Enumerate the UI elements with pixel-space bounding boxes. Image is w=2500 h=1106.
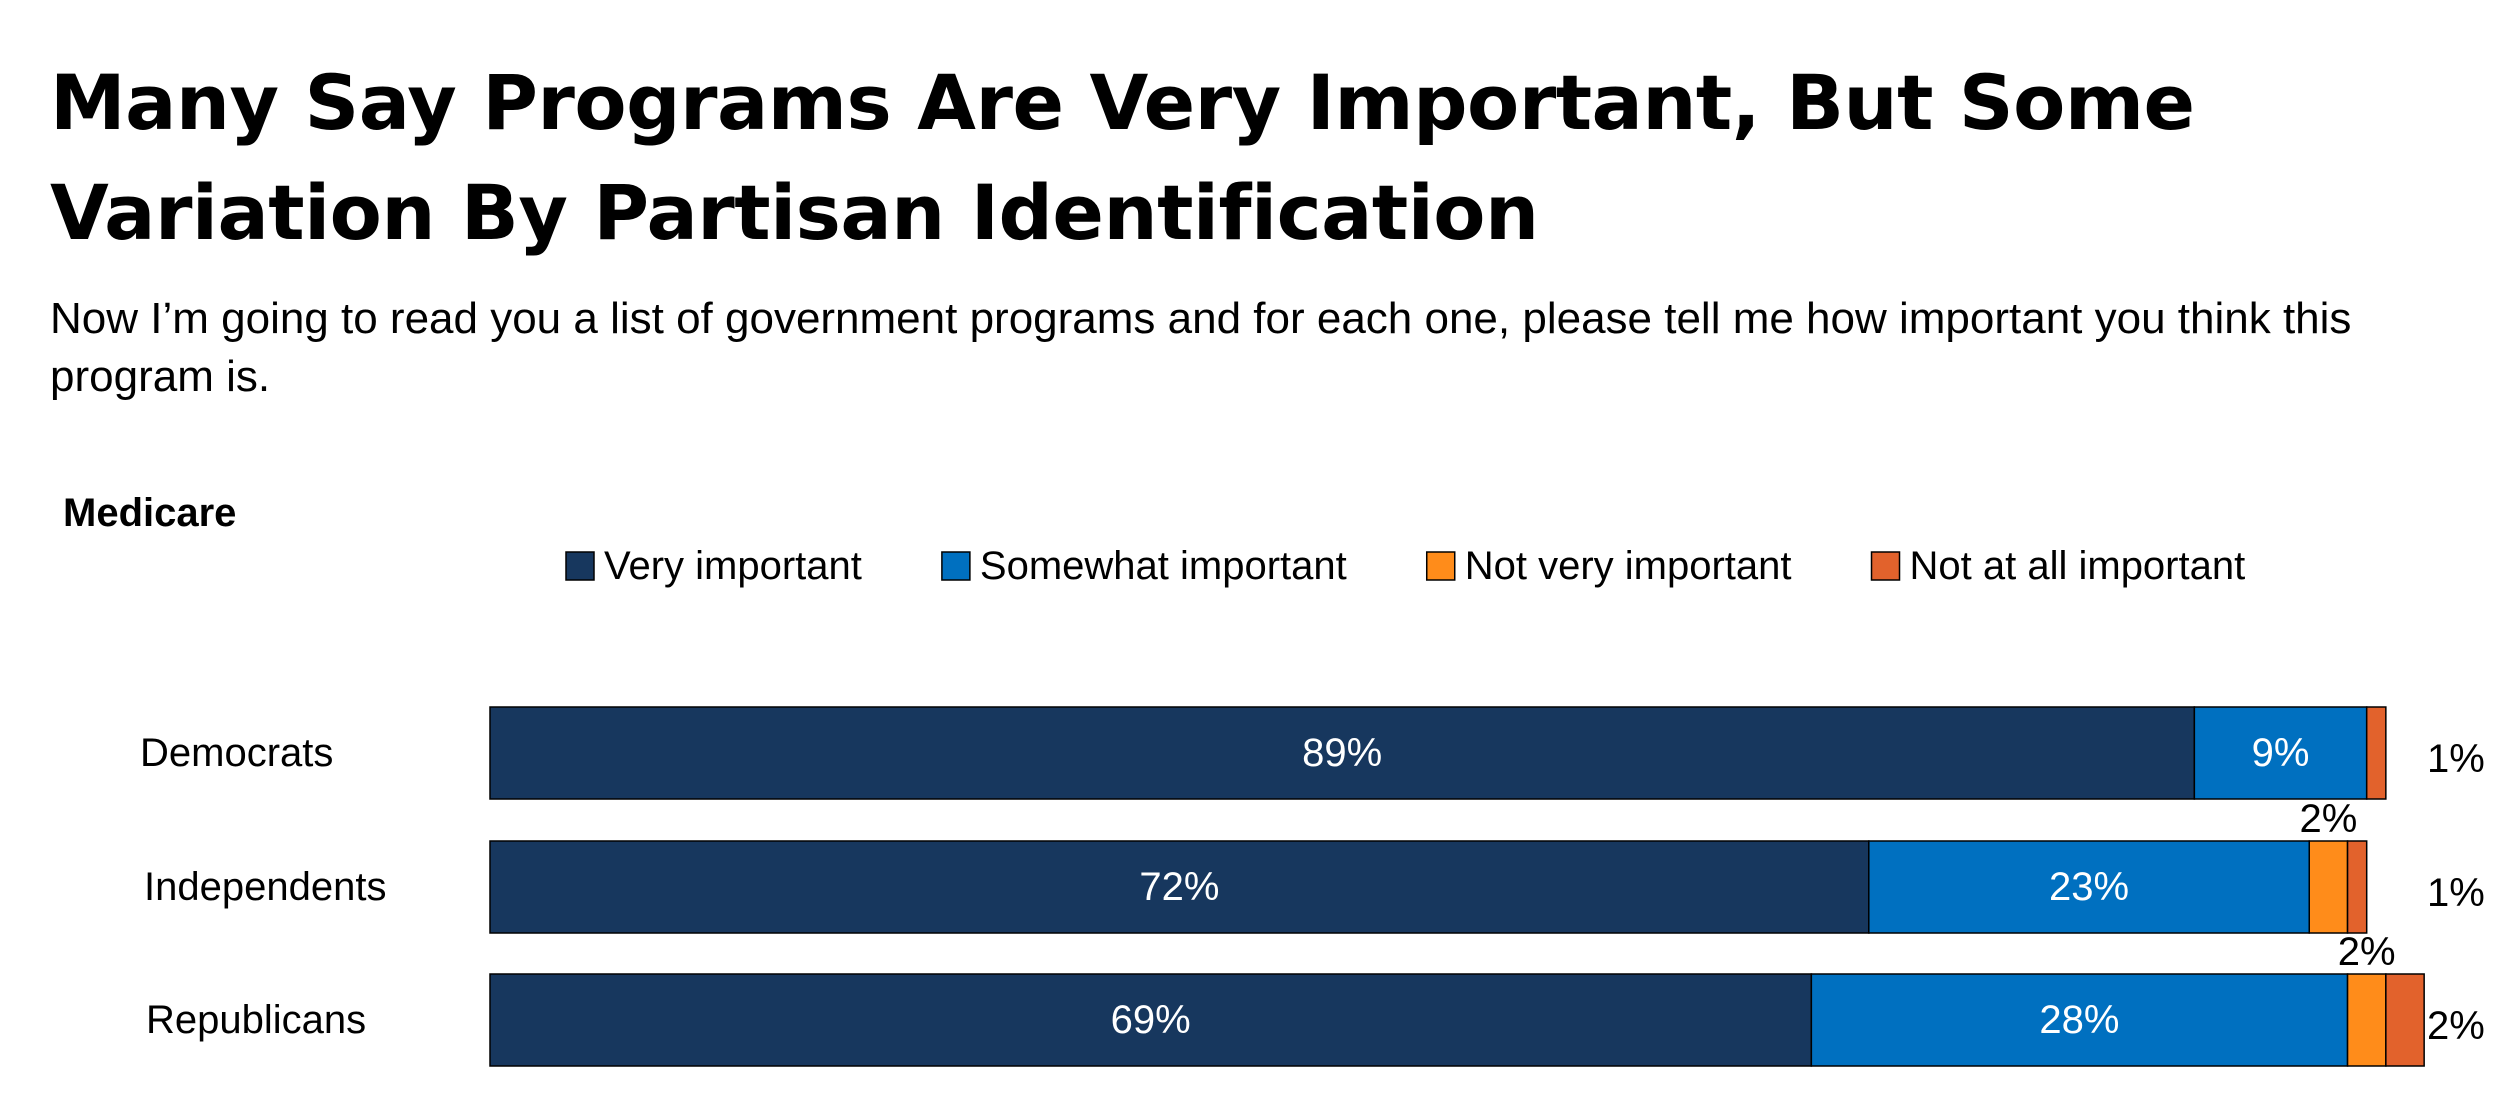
legend-label-somewhat-important: Somewhat important: [980, 544, 1347, 588]
data-label-democrats-somewhat-important: 9%: [2252, 731, 2310, 775]
category-label-democrats: Democrats: [140, 731, 333, 775]
category-label-independents: Independents: [144, 865, 386, 909]
data-label-independents-not-very-important: 2%: [2299, 797, 2357, 841]
bar-segment-independents-not-very-important: [2308, 840, 2349, 934]
legend-label-very-important: Very important: [604, 544, 862, 588]
bar-row-republicans: Republicans 69% 28% 2% 2%: [146, 930, 2485, 1067]
bar-row-independents: Independents 72% 23% 2% 1%: [144, 797, 2485, 934]
data-label-independents-very-important: 72%: [1139, 865, 1219, 909]
data-label-republicans-not-very-important: 2%: [2338, 930, 2396, 974]
legend-label-not-very-important: Not very important: [1465, 544, 1792, 588]
data-label-democrats-very-important: 89%: [1302, 731, 1382, 775]
data-label-republicans-not-at-all-important: 2%: [2427, 1004, 2485, 1048]
data-label-republicans-somewhat-important: 28%: [2039, 998, 2119, 1042]
chart-legend: Very important Somewhat important Not very…: [565, 544, 2246, 588]
data-label-independents-somewhat-important: 23%: [2049, 865, 2129, 909]
chart-bars: Democrats 89% 9% 1% Independents 72% 23% 2% 1% Re…: [140, 706, 2485, 1067]
legend-swatch-not-very-important: [1425, 551, 1456, 581]
data-label-republicans-very-important: 69%: [1111, 998, 1191, 1042]
legend-swatch-very-important: [565, 551, 595, 581]
page-title: Many Say Programs Are Very Important, Bu…: [50, 58, 2195, 257]
section-label: Medicare: [63, 491, 237, 535]
category-label-republicans: Republicans: [146, 998, 366, 1042]
bar-segment-republicans-not-very-important: [2346, 973, 2387, 1067]
bar-segment-independents-very-important: [489, 840, 1870, 934]
bar-segment-democrats-very-important: [489, 706, 2196, 800]
legend-swatch-somewhat-important: [941, 551, 971, 581]
legend-label-not-at-all-important: Not at all important: [1910, 544, 2246, 588]
bar-segment-democrats-not-at-all-important: [2365, 706, 2387, 800]
bar-segment-independents-somewhat-important: [1868, 840, 2311, 934]
question-text: Now I’m going to read you a list of gove…: [50, 294, 2352, 401]
bar-segment-republicans-very-important: [489, 973, 1813, 1067]
bar-segment-independents-not-at-all-important: [2346, 840, 2368, 934]
legend-swatch-not-at-all-important: [1870, 551, 1901, 581]
data-label-independents-not-at-all-important: 1%: [2427, 871, 2485, 915]
bar-segment-republicans-somewhat-important: [1810, 973, 2349, 1067]
data-label-democrats-not-at-all-important: 1%: [2427, 737, 2485, 781]
bar-segment-republicans-not-at-all-important: [2385, 973, 2425, 1067]
bar-row-democrats: Democrats 89% 9% 1%: [140, 706, 2485, 800]
